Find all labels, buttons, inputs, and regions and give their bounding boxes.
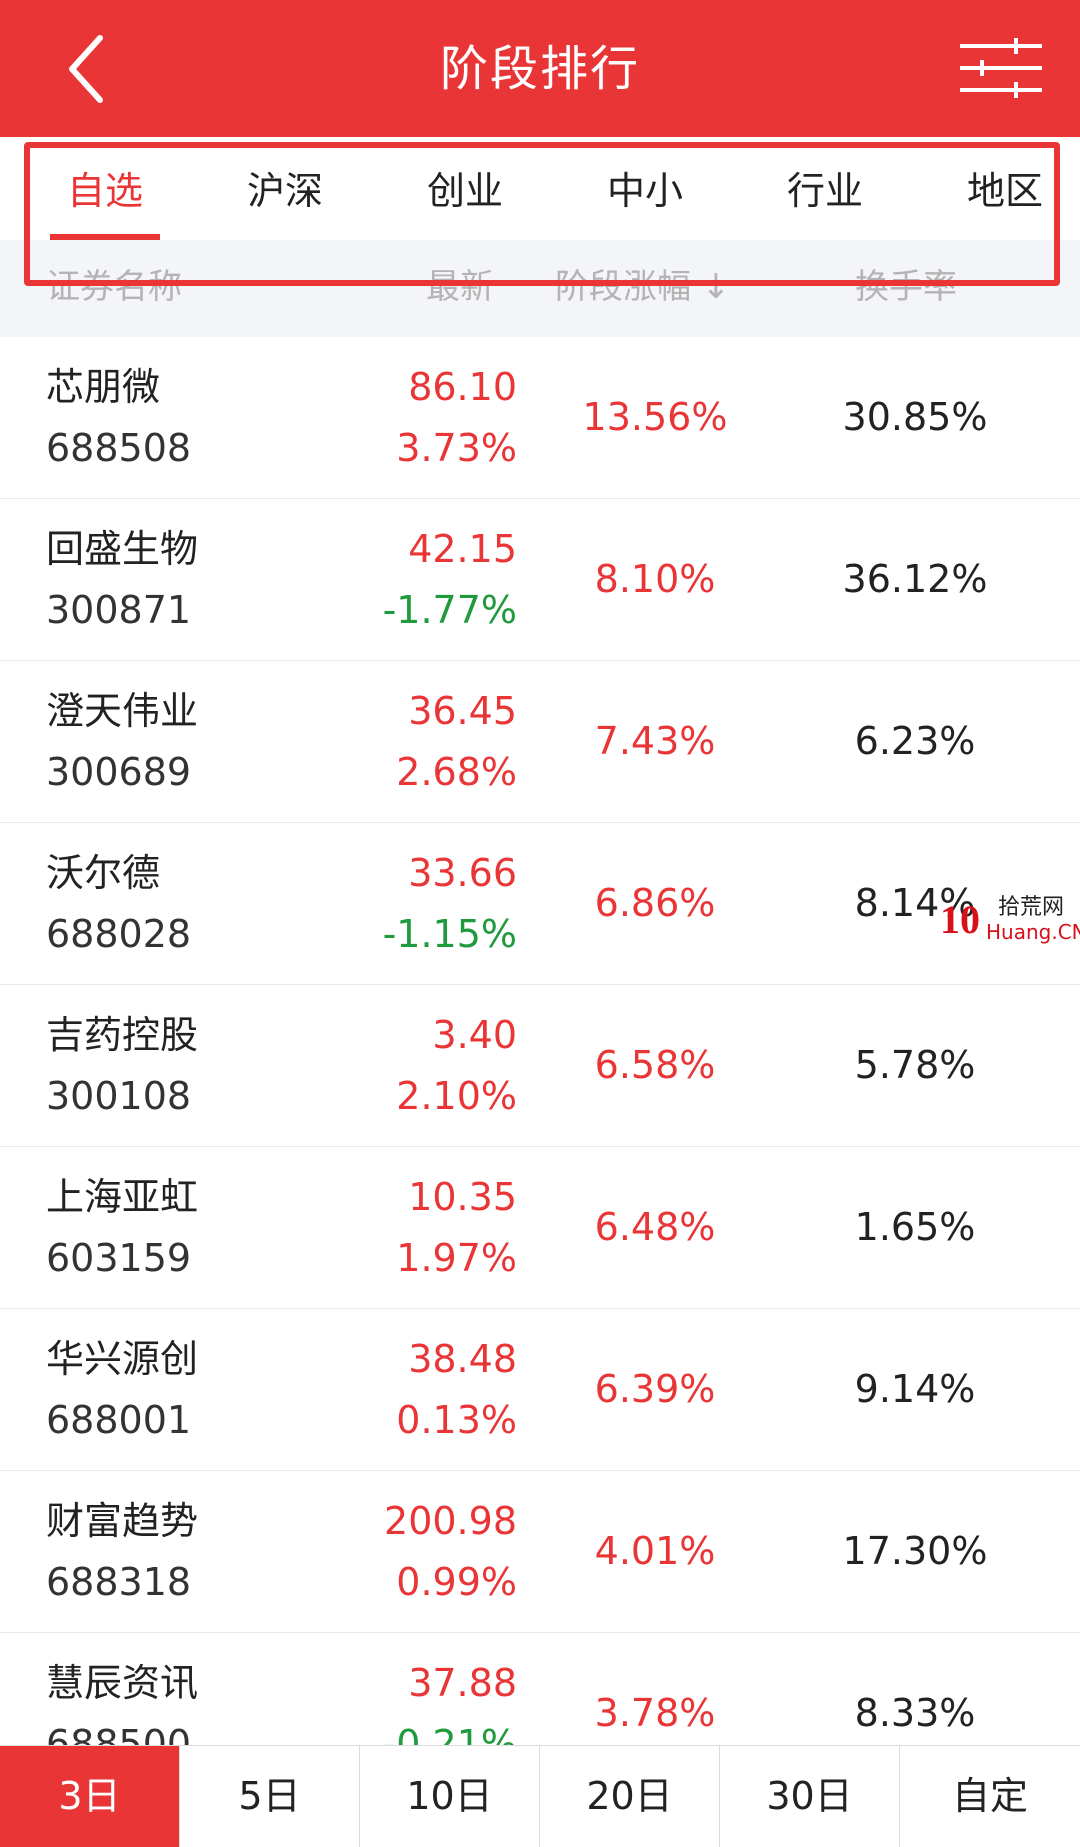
turnover-rate: 30.85% xyxy=(842,395,988,439)
latest-price: 38.48 xyxy=(408,1337,517,1381)
period-5d[interactable]: 5日 xyxy=(180,1746,360,1847)
stage-change: 6.39% xyxy=(594,1367,716,1411)
tab-zixuan[interactable]: 自选 xyxy=(66,169,143,213)
filter-button[interactable] xyxy=(950,38,1050,98)
stage-change: 3.78% xyxy=(594,1691,716,1735)
stock-name: 吉药控股 xyxy=(46,1013,199,1057)
stage-change: 6.86% xyxy=(594,881,716,925)
stage-change: 7.43% xyxy=(594,719,716,763)
table-row[interactable]: 回盛生物 300871 42.15 -1.77% 8.10% 36.12% xyxy=(0,499,1080,661)
turnover-rate: 36.12% xyxy=(842,557,988,601)
stock-code: 688318 xyxy=(46,1560,192,1604)
stock-name: 财富趋势 xyxy=(46,1499,199,1543)
back-button[interactable] xyxy=(60,30,120,108)
stock-code: 300108 xyxy=(46,1074,192,1118)
header-bar: 阶段排行 xyxy=(0,0,1080,137)
stock-name: 沃尔德 xyxy=(46,851,161,895)
turnover-rate: 9.14% xyxy=(854,1367,976,1411)
daily-change: 0.13% xyxy=(396,1398,517,1442)
tab-diqu[interactable]: 地区 xyxy=(966,169,1043,213)
daily-change: 2.10% xyxy=(396,1074,517,1118)
daily-change: 2.68% xyxy=(396,750,517,794)
turnover-rate: 1.65% xyxy=(854,1205,976,1249)
daily-change: 1.97% xyxy=(396,1236,517,1280)
stock-name: 慧辰资讯 xyxy=(46,1661,199,1705)
period-10d[interactable]: 10日 xyxy=(360,1746,540,1847)
stock-code: 603159 xyxy=(46,1236,192,1280)
turnover-rate: 8.33% xyxy=(854,1691,976,1735)
table-row[interactable]: 财富趋势 688318 200.98 0.99% 4.01% 17.30% xyxy=(0,1471,1080,1633)
stage-change: 8.10% xyxy=(594,557,716,601)
table-row[interactable]: 华兴源创 688001 38.48 0.13% 6.39% 9.14% xyxy=(0,1309,1080,1471)
stock-name: 华兴源创 xyxy=(46,1337,199,1381)
column-name: 证券名称 xyxy=(46,267,182,307)
stage-change: 6.48% xyxy=(594,1205,716,1249)
table-row[interactable]: 芯朋微 688508 86.10 3.73% 13.56% 30.85% xyxy=(0,337,1080,499)
tab-chuangye[interactable]: 创业 xyxy=(426,169,503,213)
column-header: 证券名称 最新 阶段涨幅 ↓ 换手率 xyxy=(0,240,1080,337)
period-3d[interactable]: 3日 xyxy=(0,1746,180,1847)
stock-code: 688028 xyxy=(46,912,192,956)
latest-price: 86.10 xyxy=(408,365,517,409)
watermark-cn: 拾荒网 xyxy=(998,895,1065,920)
stock-code: 300871 xyxy=(46,588,192,632)
period-30d[interactable]: 30日 xyxy=(720,1746,900,1847)
chevron-left-icon xyxy=(69,35,103,103)
stage-change: 4.01% xyxy=(594,1529,716,1573)
daily-change: -1.15% xyxy=(382,912,517,956)
category-tabs: 自选 沪深 创业 中小 行业 地区 xyxy=(0,137,1080,240)
stock-name: 芯朋微 xyxy=(46,365,161,409)
tab-hushen[interactable]: 沪深 xyxy=(246,169,323,213)
column-stage-change[interactable]: 阶段涨幅 ↓ xyxy=(555,267,731,307)
tab-zhongxiao[interactable]: 中小 xyxy=(606,169,683,213)
column-latest[interactable]: 最新 xyxy=(426,267,494,307)
turnover-rate: 5.78% xyxy=(854,1043,976,1087)
watermark-number: 10 xyxy=(940,897,980,942)
stock-code: 688500 xyxy=(46,1722,192,1745)
stock-code: 688001 xyxy=(46,1398,192,1442)
daily-change: 0.99% xyxy=(396,1560,517,1604)
table-row[interactable]: 澄天伟业 300689 36.45 2.68% 7.43% 6.23% xyxy=(0,661,1080,823)
latest-price: 200.98 xyxy=(384,1499,517,1543)
daily-change: -0.21% xyxy=(382,1722,517,1745)
latest-price: 37.88 xyxy=(408,1661,517,1705)
period-custom[interactable]: 自定 xyxy=(951,1774,1028,1818)
latest-price: 3.40 xyxy=(432,1013,517,1057)
stage-change: 13.56% xyxy=(582,395,728,439)
filter-sliders-icon xyxy=(960,38,1042,98)
stock-list: 芯朋微 688508 86.10 3.73% 13.56% 30.85% 回盛生… xyxy=(0,337,1080,1745)
table-row[interactable]: 上海亚虹 603159 10.35 1.97% 6.48% 1.65% xyxy=(0,1147,1080,1309)
table-row[interactable]: 沃尔德 688028 33.66 -1.15% 6.86% 8.14% xyxy=(0,823,1080,985)
period-selector: 3日 5日 10日 20日 30日 自定 xyxy=(0,1745,1080,1847)
latest-price: 42.15 xyxy=(408,527,517,571)
table-row[interactable]: 慧辰资讯 688500 37.88 -0.21% 3.78% 8.33% xyxy=(0,1633,1080,1745)
page-title: 阶段排行 xyxy=(439,41,640,97)
stock-code: 688508 xyxy=(46,426,192,470)
stage-change: 6.58% xyxy=(594,1043,716,1087)
stock-name: 澄天伟业 xyxy=(46,689,199,733)
watermark-logo: 10 拾荒网 Huang.CN xyxy=(940,896,1080,946)
stock-name: 上海亚虹 xyxy=(46,1175,199,1219)
daily-change: 3.73% xyxy=(396,426,517,470)
column-turnover[interactable]: 换手率 xyxy=(855,267,957,307)
latest-price: 36.45 xyxy=(408,689,517,733)
table-row[interactable]: 吉药控股 300108 3.40 2.10% 6.58% 5.78% xyxy=(0,985,1080,1147)
daily-change: -1.77% xyxy=(382,588,517,632)
tab-hangye[interactable]: 行业 xyxy=(786,169,863,213)
turnover-rate: 17.30% xyxy=(842,1529,988,1573)
stock-name: 回盛生物 xyxy=(46,527,199,571)
period-20d[interactable]: 20日 xyxy=(540,1746,720,1847)
turnover-rate: 8.14% xyxy=(854,881,976,925)
watermark-en: Huang.CN xyxy=(986,920,1080,944)
stock-code: 300689 xyxy=(46,750,192,794)
latest-price: 10.35 xyxy=(408,1175,517,1219)
active-tab-indicator xyxy=(50,234,160,240)
turnover-rate: 6.23% xyxy=(854,719,976,763)
latest-price: 33.66 xyxy=(408,851,517,895)
